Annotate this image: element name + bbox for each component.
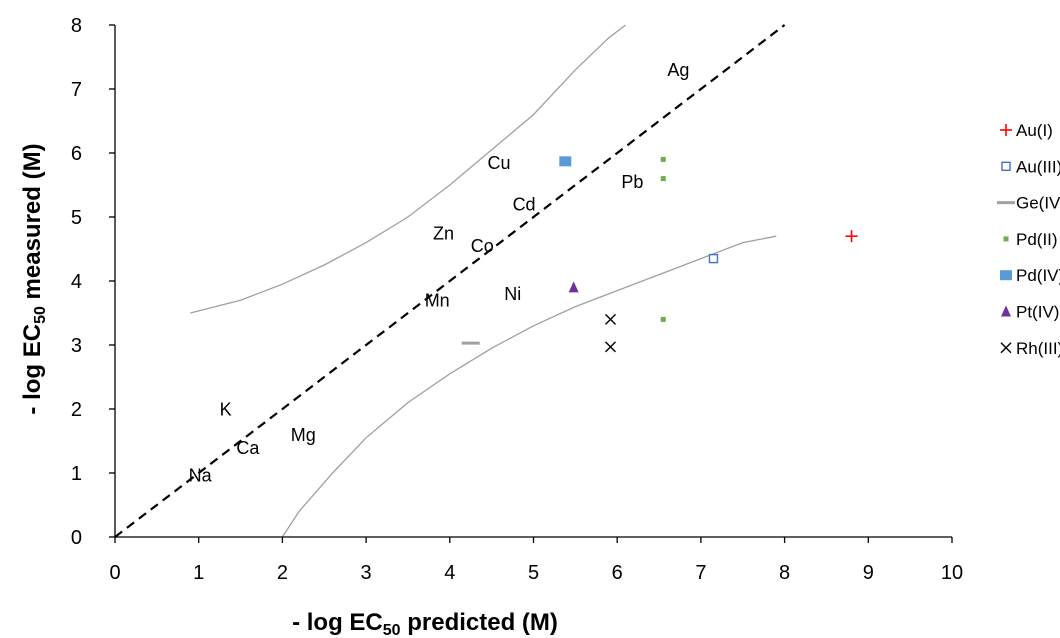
upper-bound-curve bbox=[190, 24, 626, 314]
legend-label-au-i: Au(I) bbox=[1016, 121, 1053, 140]
x-tick-label: 10 bbox=[941, 562, 963, 584]
x-tick-label: 9 bbox=[863, 562, 874, 584]
element-label-ni: Ni bbox=[504, 284, 521, 304]
prediction-bounds bbox=[190, 24, 777, 538]
element-label-cu: Cu bbox=[487, 153, 510, 173]
data-point-au-iii bbox=[708, 253, 719, 264]
y-tick-label: 2 bbox=[71, 399, 82, 421]
data-point-rh-iii bbox=[605, 341, 616, 353]
legend-marker-au-i bbox=[1000, 124, 1012, 136]
legend-marker-rh-iii bbox=[1000, 342, 1012, 354]
legend-label-rh-iii: Rh(III) bbox=[1016, 339, 1060, 358]
element-label-zn: Zn bbox=[433, 223, 454, 243]
x-tick-label: 6 bbox=[612, 562, 623, 584]
y-tick-label: 4 bbox=[71, 271, 82, 293]
lower-bound-curve bbox=[281, 235, 777, 538]
legend-label-pd-iv: Pd(IV) bbox=[1016, 266, 1060, 285]
y-tick-label: 8 bbox=[71, 15, 82, 37]
y-tick-label: 1 bbox=[71, 463, 82, 485]
legend-label-pt-iv: Pt(IV) bbox=[1016, 303, 1059, 322]
x-tick-label: 5 bbox=[528, 562, 539, 584]
x-tick-label: 8 bbox=[779, 562, 790, 584]
element-label-co: Co bbox=[471, 236, 494, 256]
element-label-pb: Pb bbox=[621, 172, 643, 192]
element-label-cd: Cd bbox=[513, 195, 536, 215]
y-axis-title: - log EC50 measured (M) bbox=[19, 143, 49, 414]
legend-marker-pt-iv bbox=[1001, 305, 1011, 317]
y-tick-label: 7 bbox=[71, 79, 82, 101]
element-label-ca: Ca bbox=[236, 438, 260, 458]
data-point-pd-ii bbox=[660, 316, 666, 322]
y-tick-label: 3 bbox=[71, 335, 82, 357]
element-label-mn: Mn bbox=[425, 291, 450, 311]
element-label-mg: Mg bbox=[291, 425, 316, 445]
y-tick-label: 0 bbox=[71, 527, 82, 549]
data-point-pd-iv bbox=[559, 156, 572, 167]
y-tick-label: 6 bbox=[71, 143, 82, 165]
legend-marker-pd-iv bbox=[1000, 270, 1012, 281]
legend-marker-pd-ii bbox=[1003, 236, 1009, 242]
legend-marker-au-iii bbox=[1001, 161, 1011, 172]
data-point-pt-iv bbox=[568, 281, 579, 293]
data-point-pd-ii bbox=[660, 156, 666, 162]
x-tick-label: 1 bbox=[193, 562, 204, 584]
legend-label-ge-iv: Ge(IV) bbox=[1016, 194, 1060, 213]
x-tick-label: 7 bbox=[695, 562, 706, 584]
legend-label-pd-ii: Pd(II) bbox=[1016, 230, 1058, 249]
data-point-au-i bbox=[845, 230, 858, 243]
legend: Au(I) Au(III) Ge(IV) Pd(II) Pd(IV) Pt(IV) Rh(I… bbox=[997, 121, 1060, 358]
x-tick-label: 2 bbox=[277, 562, 288, 584]
identity-dashed-line bbox=[114, 24, 786, 538]
data-point-pd-ii bbox=[660, 176, 666, 182]
element-label-k: K bbox=[220, 399, 232, 419]
reference-line bbox=[114, 24, 786, 538]
legend-label-au-iii: Au(III) bbox=[1016, 157, 1060, 176]
data-points bbox=[461, 156, 858, 353]
data-point-rh-iii bbox=[605, 313, 616, 325]
y-tick-label: 5 bbox=[71, 207, 82, 229]
x-tick-label: 4 bbox=[444, 562, 455, 584]
element-labels: Ag Cu Pb Cd Zn Co Mn Ni K Mg Ca Na bbox=[189, 60, 690, 485]
x-tick-label: 0 bbox=[109, 562, 120, 584]
element-label-na: Na bbox=[189, 465, 213, 485]
x-axis-title: - log EC50 predicted (M) bbox=[292, 609, 558, 638]
x-tick-label: 3 bbox=[361, 562, 372, 584]
axes: 0 1 2 3 4 5 6 7 8 9 10 0 1 2 3 4 5 6 7 8 bbox=[71, 15, 963, 584]
element-label-ag: Ag bbox=[667, 60, 689, 80]
